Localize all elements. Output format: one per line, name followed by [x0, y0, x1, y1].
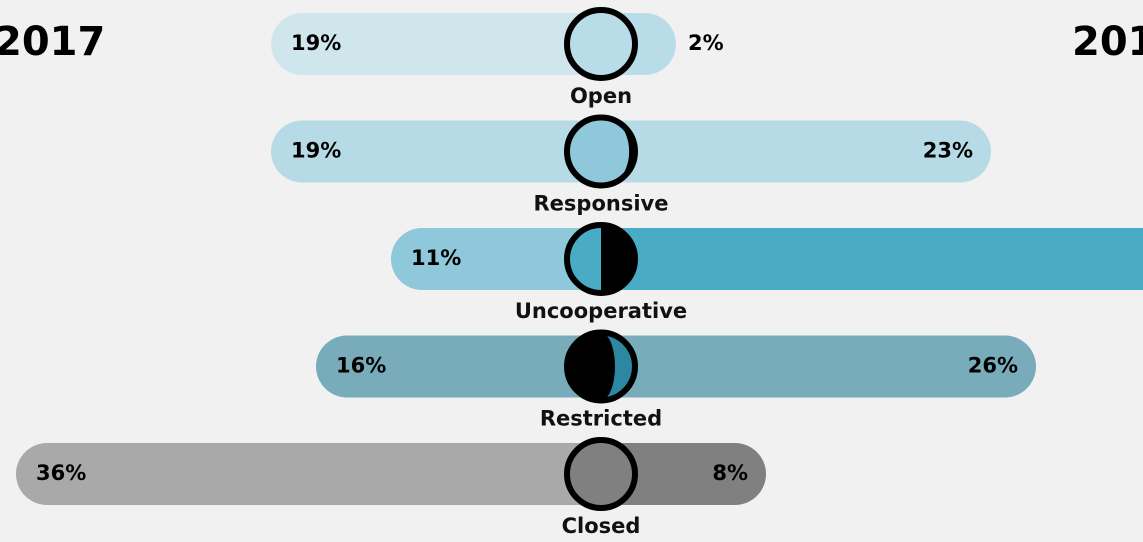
bar	[316, 335, 631, 398]
icon-ring	[564, 329, 638, 404]
left-year: 2017	[0, 19, 105, 65]
value-label: 2%	[688, 31, 724, 55]
bar	[16, 443, 631, 505]
value-label: 11%	[411, 246, 461, 270]
value-label: 19%	[291, 139, 341, 163]
icon-ring	[564, 7, 638, 81]
icon-ring	[564, 222, 638, 296]
category-label: Closed	[562, 514, 641, 538]
bar	[571, 228, 1143, 290]
right-year: 2018	[1072, 19, 1143, 65]
bar	[271, 13, 631, 75]
icon-part	[601, 225, 635, 293]
icon	[567, 10, 635, 78]
icon-ring	[564, 114, 638, 189]
bar	[571, 335, 1036, 398]
value-label: 19%	[291, 31, 341, 55]
value-label: 16%	[336, 354, 386, 378]
icon	[567, 440, 635, 508]
category-label: Uncooperative	[515, 299, 687, 323]
category-label: Responsive	[534, 192, 669, 216]
category-label: Restricted	[540, 407, 662, 431]
value-label: 8%	[712, 461, 748, 485]
bar	[271, 120, 631, 183]
bar	[571, 120, 991, 183]
icon	[567, 117, 635, 186]
value-label: 23%	[923, 139, 973, 163]
category-label: Open	[570, 84, 632, 108]
icon-part	[567, 332, 615, 401]
icon-ring	[564, 437, 638, 511]
value-label: 26%	[968, 354, 1018, 378]
value-label: 36%	[36, 461, 86, 485]
